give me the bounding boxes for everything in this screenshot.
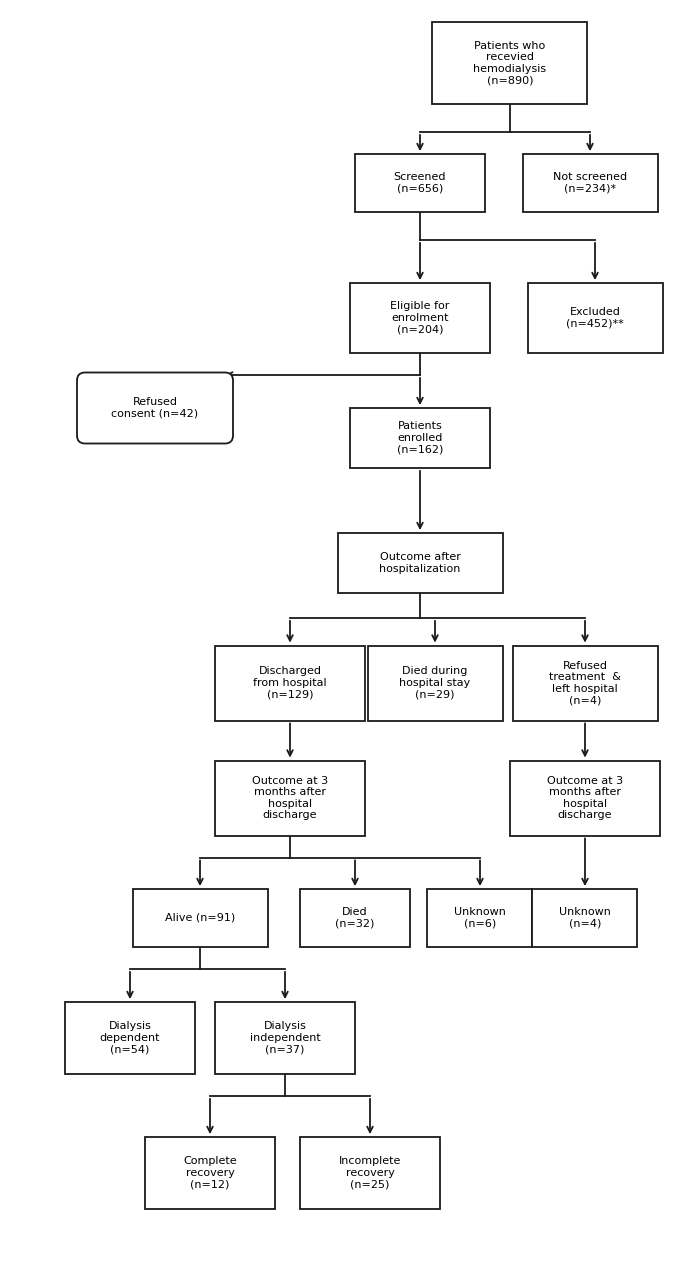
Text: Unknown
(n=6): Unknown (n=6) bbox=[454, 907, 506, 929]
Text: Died during
hospital stay
(n=29): Died during hospital stay (n=29) bbox=[399, 666, 471, 699]
FancyBboxPatch shape bbox=[367, 645, 503, 721]
FancyBboxPatch shape bbox=[432, 22, 588, 104]
FancyBboxPatch shape bbox=[527, 284, 663, 353]
FancyBboxPatch shape bbox=[215, 761, 365, 835]
Text: Complete
recovery
(n=12): Complete recovery (n=12) bbox=[183, 1156, 237, 1189]
FancyBboxPatch shape bbox=[215, 1002, 355, 1074]
FancyBboxPatch shape bbox=[533, 889, 637, 947]
Text: Refused
treatment  &
left hospital
(n=4): Refused treatment & left hospital (n=4) bbox=[549, 661, 621, 706]
FancyBboxPatch shape bbox=[77, 372, 233, 444]
Text: Outcome at 3
months after
hospital
discharge: Outcome at 3 months after hospital disch… bbox=[547, 776, 623, 820]
Text: Dialysis
independent
(n=37): Dialysis independent (n=37) bbox=[250, 1021, 320, 1055]
Text: Not screened
(n=234)*: Not screened (n=234)* bbox=[553, 172, 627, 194]
Text: Screened
(n=656): Screened (n=656) bbox=[394, 172, 446, 194]
FancyBboxPatch shape bbox=[355, 154, 485, 212]
FancyBboxPatch shape bbox=[350, 408, 490, 468]
Text: Died
(n=32): Died (n=32) bbox=[335, 907, 375, 929]
Text: Outcome after
hospitalization: Outcome after hospitalization bbox=[380, 552, 461, 574]
FancyBboxPatch shape bbox=[523, 154, 657, 212]
FancyBboxPatch shape bbox=[512, 645, 657, 721]
Text: Alive (n=91): Alive (n=91) bbox=[165, 913, 235, 922]
FancyBboxPatch shape bbox=[337, 532, 503, 593]
Text: Refused
consent (n=42): Refused consent (n=42) bbox=[111, 398, 198, 418]
Text: Excluded
(n=452)**: Excluded (n=452)** bbox=[566, 307, 624, 328]
FancyBboxPatch shape bbox=[428, 889, 533, 947]
Text: Discharged
from hospital
(n=129): Discharged from hospital (n=129) bbox=[253, 666, 327, 699]
FancyBboxPatch shape bbox=[300, 1137, 440, 1209]
Text: Patients who
recevied
hemodialysis
(n=890): Patients who recevied hemodialysis (n=89… bbox=[473, 41, 547, 86]
FancyBboxPatch shape bbox=[215, 645, 365, 721]
FancyBboxPatch shape bbox=[510, 761, 660, 835]
FancyBboxPatch shape bbox=[65, 1002, 195, 1074]
FancyBboxPatch shape bbox=[350, 284, 490, 353]
FancyBboxPatch shape bbox=[145, 1137, 275, 1209]
Text: Incomplete
recovery
(n=25): Incomplete recovery (n=25) bbox=[339, 1156, 402, 1189]
FancyBboxPatch shape bbox=[300, 889, 410, 947]
Text: Unknown
(n=4): Unknown (n=4) bbox=[559, 907, 611, 929]
Text: Patients
enrolled
(n=162): Patients enrolled (n=162) bbox=[397, 421, 443, 454]
Text: Eligible for
enrolment
(n=204): Eligible for enrolment (n=204) bbox=[391, 302, 449, 335]
Text: Dialysis
dependent
(n=54): Dialysis dependent (n=54) bbox=[100, 1021, 160, 1055]
FancyBboxPatch shape bbox=[133, 889, 267, 947]
Text: Outcome at 3
months after
hospital
discharge: Outcome at 3 months after hospital disch… bbox=[252, 776, 328, 820]
